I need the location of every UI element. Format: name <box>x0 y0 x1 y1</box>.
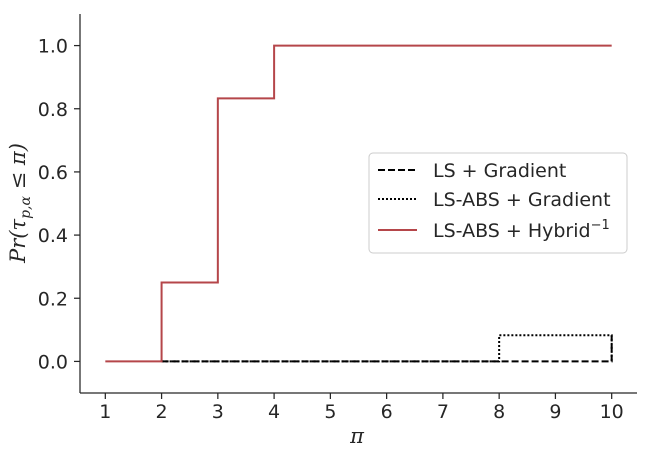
series-line-0 <box>161 335 613 363</box>
x-tick-label: 4 <box>268 401 280 423</box>
legend: LS + Gradient LS-ABS + Gradient LS-ABS +… <box>368 152 628 254</box>
y-axis-label: Pr(τp,α ≤ π) <box>6 143 34 264</box>
x-tick-label: 5 <box>324 401 336 423</box>
axes <box>79 14 637 394</box>
x-tick-label: 6 <box>381 401 393 423</box>
x-tick-label: 1 <box>99 401 111 423</box>
series-line-2 <box>105 44 612 363</box>
x-tick-label: 10 <box>600 401 624 423</box>
y-tick-label: 0.0 <box>38 351 68 373</box>
legend-label-ls-gradient: LS + Gradient <box>433 160 566 182</box>
x-tick-label: 9 <box>549 401 561 423</box>
plot-lines <box>105 44 613 363</box>
y-tick-label: 0.4 <box>38 225 68 247</box>
legend-label-lsabs-hybrid: LS-ABS + Hybrid−1 <box>433 218 610 242</box>
x-tick-label: 7 <box>437 401 449 423</box>
x-tick-label: 3 <box>212 401 224 423</box>
x-tick-label: 8 <box>493 401 505 423</box>
y-tick-label: 0.6 <box>38 162 68 184</box>
y-tick-label: 1.0 <box>38 36 68 58</box>
series-line-1 <box>161 334 613 363</box>
y-tick-label: 0.2 <box>38 288 68 310</box>
legend-label-lsabs-gradient: LS-ABS + Gradient <box>433 189 611 211</box>
x-tick-label: 2 <box>156 401 168 423</box>
y-tick-label: 0.8 <box>38 99 68 121</box>
x-axis-label: π <box>349 424 365 448</box>
ticks: 1 2 3 4 5 6 7 8 9 10 0.0 0.2 0.4 0.6 0.8 1.0 <box>38 36 624 423</box>
legend-frame <box>368 152 628 254</box>
